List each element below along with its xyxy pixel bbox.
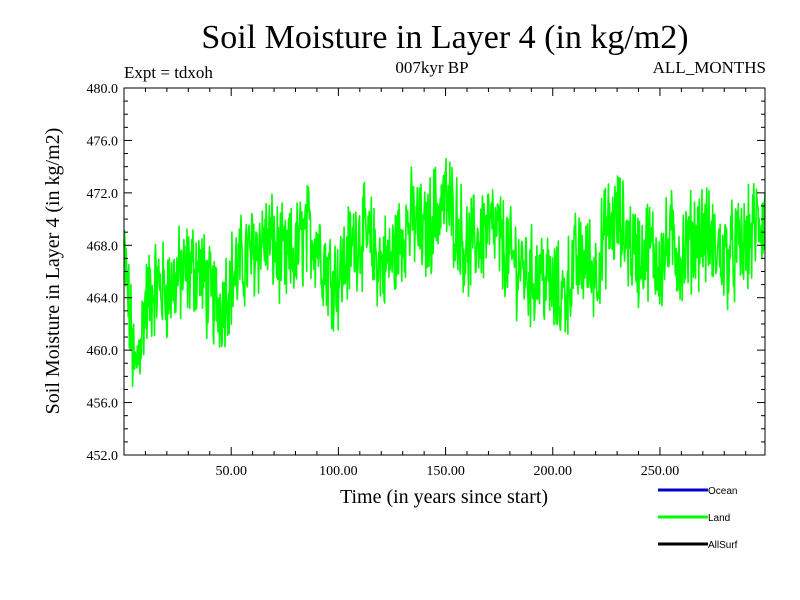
y-tick-label: 460.0: [87, 344, 119, 359]
y-tick-label: 472.0: [87, 187, 119, 202]
y-tick-label: 476.0: [87, 134, 119, 149]
plot-area: 452.0 456.0 460.0 464.0 468.0 472.0 476.0 480.0…: [87, 82, 766, 479]
months-label: ALL_MONTHS: [653, 58, 766, 77]
y-tick-label: 456.0: [87, 397, 119, 412]
y-tick-label: 480.0: [87, 82, 119, 97]
series-line-land: [123, 157, 766, 387]
legend-label-land: Land: [708, 513, 730, 524]
period-label: 007kyr BP: [395, 58, 468, 77]
experiment-label: Expt = tdxoh: [124, 63, 213, 82]
x-tick-label: 200.00: [534, 464, 573, 479]
legend-label-ocean: Ocean: [708, 486, 737, 497]
y-axis-label: Soil Moisture in Layer 4 (in kg/m2): [42, 128, 64, 415]
x-tick-label: 100.00: [319, 464, 358, 479]
x-tick-label: 250.00: [641, 464, 680, 479]
plot-frame: [123, 87, 766, 456]
chart-title: Soil Moisture in Layer 4 (in kg/m2): [201, 19, 688, 56]
legend: Ocean Land AllSurf: [658, 486, 738, 551]
y-tick-label: 464.0: [87, 292, 119, 307]
y-tick-label: 468.0: [87, 239, 119, 254]
legend-label-allsurf: AllSurf: [708, 540, 738, 551]
x-tick-label: 150.00: [426, 464, 465, 479]
x-tick-label: 50.00: [215, 464, 247, 479]
y-tick-label: 452.0: [87, 449, 119, 464]
x-axis-label: Time (in years since start): [340, 486, 548, 508]
